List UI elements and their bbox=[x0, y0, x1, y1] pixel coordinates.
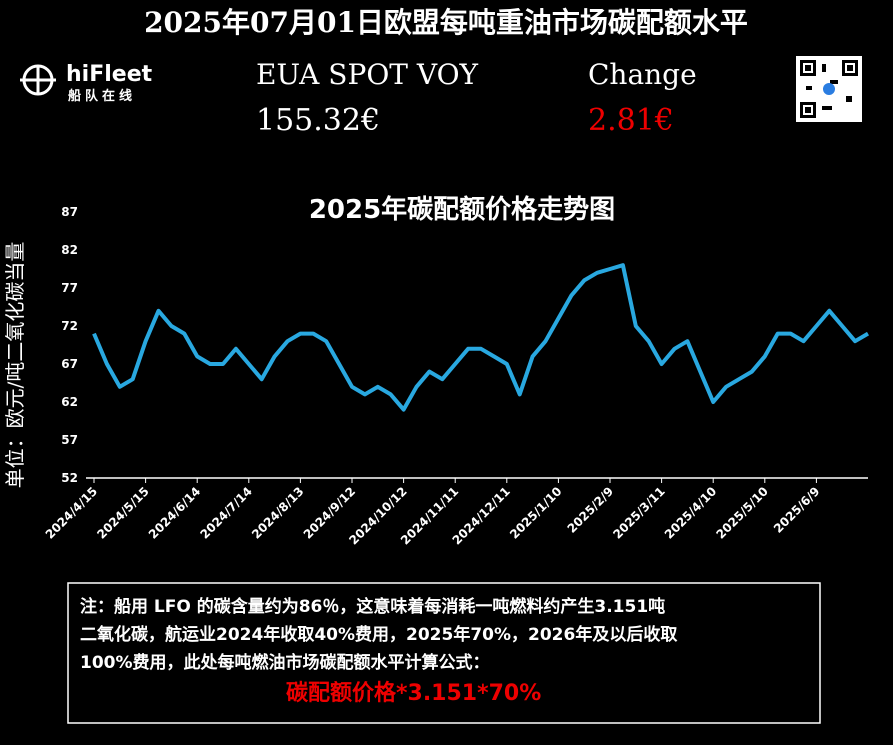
spot-label: EUA SPOT VOY bbox=[256, 58, 479, 91]
note-line: 二氧化碳，航运业2024年收取40%费用，2025年70%，2026年及以后收取 bbox=[80, 624, 677, 645]
change-value: 2.81€ bbox=[588, 103, 674, 138]
y-tick-label: 62 bbox=[61, 395, 78, 409]
page-title: 2025年07月01日欧盟每吨重油市场碳配额水平 bbox=[144, 6, 748, 39]
qr-code bbox=[796, 56, 862, 122]
price-line bbox=[92, 263, 870, 412]
chart-title: 2025年碳配额价格走势图 bbox=[309, 194, 615, 225]
spot-value: 155.32€ bbox=[256, 103, 380, 138]
change-label: Change bbox=[588, 58, 697, 91]
logo-text: hiFleet bbox=[66, 62, 153, 87]
y-tick-label: 82 bbox=[61, 243, 78, 257]
note-box bbox=[67, 582, 821, 724]
y-tick-label: 52 bbox=[61, 471, 78, 485]
note-line: 100%费用，此处每吨燃油市场碳配额水平计算公式： bbox=[80, 652, 490, 673]
y-tick-label: 57 bbox=[61, 433, 78, 447]
formula: 碳配额价格*3.151*70% bbox=[286, 680, 541, 706]
y-tick-label: 77 bbox=[61, 281, 78, 295]
y-tick-label: 87 bbox=[61, 205, 78, 219]
y-tick-label: 72 bbox=[61, 319, 78, 333]
note-line: 注：船用 LFO 的碳含量约为86％，这意味着每消耗一吨燃料约产生3.151吨 bbox=[80, 596, 665, 617]
y-tick-label: 67 bbox=[61, 357, 78, 371]
logo bbox=[20, 64, 56, 96]
y-axis-label: 单位：欧元/吨二氧化碳当量 bbox=[3, 242, 27, 489]
logo-subtext: 船队在线 bbox=[68, 88, 136, 104]
